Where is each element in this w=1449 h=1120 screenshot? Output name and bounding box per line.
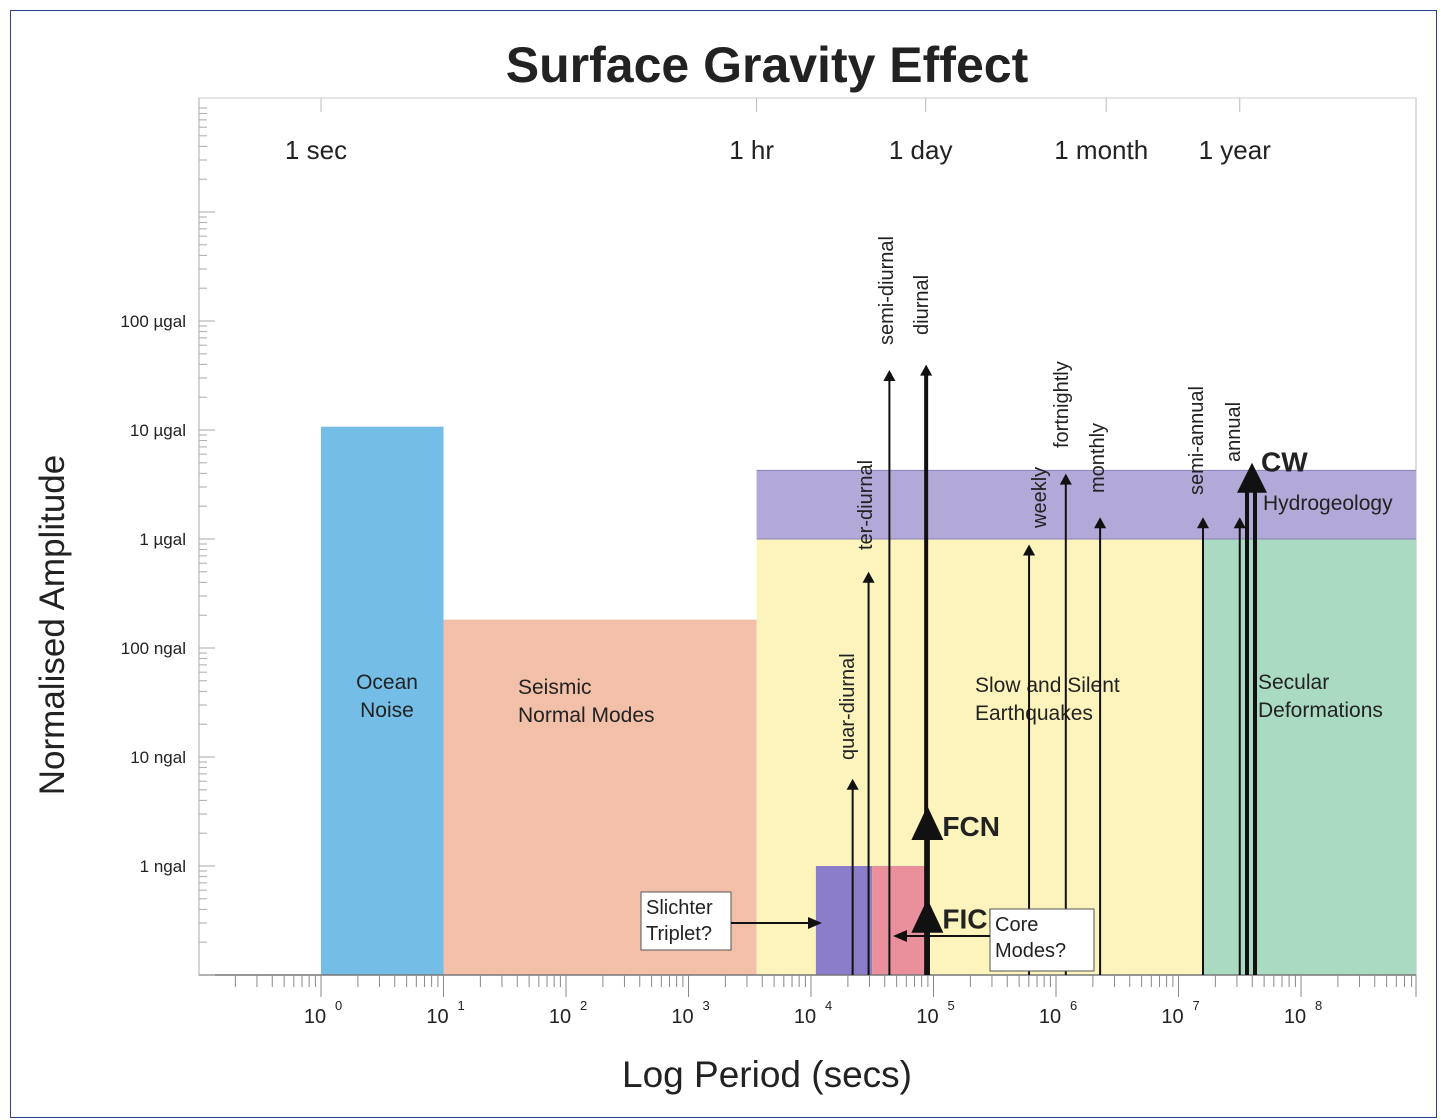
callout-text-slichter-triplet-0: Slichter	[646, 897, 713, 919]
time-marker-1-hr: 1 hr	[729, 135, 774, 165]
time-marker-1-year: 1 year	[1199, 135, 1272, 165]
bold-head	[911, 806, 944, 841]
region-label-ocean-noise-0: Ocean	[356, 671, 418, 694]
callout-text-core-modes-1: Modes?	[995, 940, 1066, 962]
region-label-slow-and-silent-earthquakes-0: Slow and Silent	[975, 674, 1120, 697]
bold-label-cw: CW	[1261, 447, 1308, 478]
x-tick-exp-6: 6	[1070, 998, 1077, 1013]
tidal-arrow-fortnightly-head	[1059, 473, 1072, 485]
x-tick-exp-3: 3	[703, 998, 710, 1013]
region-hydrogeology	[756, 470, 1416, 539]
x-axis-title: Log Period (secs)	[622, 1054, 912, 1095]
x-tick-label-8: 10	[1284, 1006, 1306, 1028]
bold-arrow-ficn	[911, 898, 944, 975]
tidal-arrow-semi-diurnal-head	[883, 370, 896, 382]
callout-arrow-head-slichter-triplet	[808, 917, 822, 929]
x-tick-label-5: 10	[916, 1006, 938, 1028]
chart-title: Surface Gravity Effect	[506, 37, 1029, 93]
cw-head	[1237, 462, 1267, 493]
tidal-arrow-ter-diurnal	[862, 571, 875, 975]
x-tick-exp-2: 2	[580, 998, 587, 1013]
x-tick-exp-5: 5	[948, 998, 955, 1013]
x-tick-exp-1: 1	[458, 998, 465, 1013]
callout-box-core-modes	[989, 908, 1095, 972]
tidal-arrow-diurnal-head	[920, 364, 933, 376]
region-label-secular-deformations-0: Secular	[1258, 671, 1329, 694]
time-marker-1-month: 1 month	[1054, 135, 1148, 165]
tidal-arrow-quar-diurnal	[846, 778, 859, 975]
bold-arrow-cw	[1237, 462, 1267, 975]
region-label-secular-deformations-1: Deformations	[1258, 699, 1383, 722]
tidal-arrow-annual	[1233, 517, 1246, 975]
tidal-label-fortnightly: fortnightly	[1051, 361, 1073, 448]
y-tick-label-0: 1 ngal	[140, 857, 186, 876]
x-tick-exp-0: 0	[335, 998, 342, 1013]
y-axis-title: Normalised Amplitude	[33, 455, 72, 795]
time-marker-1-sec: 1 sec	[285, 135, 347, 165]
y-tick-label-5: 100 µgal	[120, 312, 186, 331]
region-label-seismic-normal-modes-1: Normal Modes	[518, 704, 655, 727]
figure-frame	[10, 10, 1437, 1118]
tidal-arrow-annual-head	[1233, 517, 1246, 529]
tidal-arrow-weekly-head	[1023, 544, 1036, 556]
bold-head	[911, 898, 944, 933]
tidal-label-annual: annual	[1223, 402, 1245, 462]
tidal-arrow-ter-diurnal-head	[862, 571, 875, 583]
tidal-label-monthly: monthly	[1087, 423, 1109, 493]
tidal-label-semi-annual: semi-annual	[1186, 386, 1208, 495]
x-tick-label-3: 10	[671, 1006, 693, 1028]
tidal-label-semi-diurnal: semi-diurnal	[876, 236, 898, 345]
tidal-arrow-semi-diurnal	[883, 370, 896, 975]
region-slichter-triplet-band	[815, 866, 873, 975]
tidal-arrow-monthly-head	[1094, 517, 1107, 529]
region-label-ocean-noise-1: Noise	[360, 699, 414, 722]
region-label-hydrogeology-0: Hydrogeology	[1263, 492, 1393, 515]
y-tick-label-4: 10 µgal	[130, 421, 186, 440]
x-tick-label-6: 10	[1039, 1006, 1061, 1028]
bold-label-fcn: FCN	[942, 811, 1000, 842]
tidal-arrow-semi-annual	[1196, 517, 1210, 975]
x-tick-exp-7: 7	[1193, 998, 1200, 1013]
y-tick-label-3: 1 µgal	[139, 530, 186, 549]
x-tick-exp-4: 4	[825, 998, 832, 1013]
x-tick-label-2: 10	[549, 1006, 571, 1028]
x-tick-label-0: 10	[304, 1006, 326, 1028]
tidal-arrow-fortnightly	[1059, 473, 1072, 975]
region-label-seismic-normal-modes-0: Seismic	[518, 676, 592, 699]
region-label-slow-and-silent-earthquakes-1: Earthquakes	[975, 702, 1093, 725]
tidal-label-quar-diurnal: quar-diurnal	[837, 653, 859, 760]
callout-arrow-head-core-modes	[893, 930, 907, 942]
tidal-label-diurnal: diurnal	[911, 275, 933, 335]
tidal-label-weekly: weekly	[1029, 467, 1051, 529]
tidal-arrow-weekly	[1023, 544, 1036, 975]
callout-box-slichter-triplet	[640, 891, 732, 951]
tidal-arrow-semi-annual-head	[1196, 517, 1210, 529]
y-tick-label-1: 10 ngal	[130, 748, 186, 767]
region-ocean-noise	[321, 426, 444, 976]
tidal-label-ter-diurnal: ter-diurnal	[855, 460, 877, 550]
x-tick-exp-8: 8	[1315, 998, 1322, 1013]
tidal-arrow-quar-diurnal-head	[846, 778, 859, 790]
callout-text-core-modes-0: Core	[995, 914, 1038, 936]
x-tick-label-4: 10	[794, 1006, 816, 1028]
time-marker-1-day: 1 day	[889, 135, 953, 165]
x-tick-label-7: 10	[1161, 1006, 1183, 1028]
y-tick-label-2: 100 ngal	[121, 639, 186, 658]
region-secular-deformations	[1203, 539, 1416, 975]
tidal-arrow-monthly	[1094, 517, 1107, 975]
callout-text-slichter-triplet-1: Triplet?	[646, 923, 712, 945]
x-tick-label-1: 10	[426, 1006, 448, 1028]
